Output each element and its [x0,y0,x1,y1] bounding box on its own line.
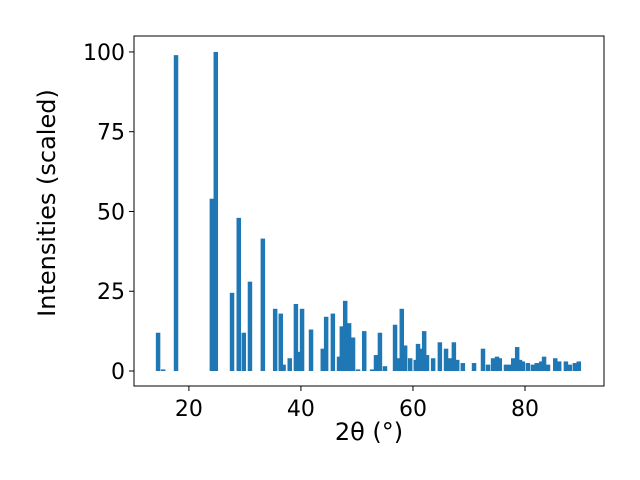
bar [418,348,424,372]
bar [490,358,496,372]
x-tick-label: 80 [511,397,539,422]
bar [485,364,491,372]
bar [229,292,235,372]
bar [415,343,421,372]
bar [392,324,398,372]
bar [530,364,536,372]
bar [517,359,523,372]
bar [272,308,278,372]
bar [545,364,551,372]
y-tick-label: 50 [97,200,125,225]
bar [451,342,457,372]
bar [541,356,547,372]
bar [399,308,405,372]
bar [260,238,266,372]
bar [576,361,582,372]
bar [295,351,301,372]
bar [373,355,379,372]
bar [236,217,241,372]
bar [430,358,436,372]
bar [346,323,352,372]
bar [447,358,453,372]
bar [155,332,161,372]
bar [350,337,356,372]
bar [511,358,516,372]
bar [539,361,544,372]
bar [402,345,408,372]
bar [480,348,486,372]
y-tick-label: 25 [97,280,125,305]
bar [503,364,509,372]
bar [520,361,526,372]
x-tick-label: 20 [175,397,203,422]
bar [369,369,375,372]
y-tick-label: 100 [83,41,125,66]
x-tick-label: 40 [287,397,315,422]
bar [507,364,513,372]
bar [247,281,253,372]
bar [377,332,383,372]
bar [421,331,427,372]
bar [160,369,166,372]
bar [514,347,520,372]
y-axis-label: Intensities (scaled) [33,89,61,317]
bar [563,361,569,372]
bar [355,369,361,372]
x-axis-label: 2θ (°) [335,418,403,446]
bar [308,329,314,372]
bar [361,331,367,372]
bar [336,356,342,372]
bar [339,326,345,372]
bar [281,364,286,372]
bar [567,364,573,372]
bar [553,358,558,372]
x-tick-label: 60 [399,397,427,422]
bar [534,363,540,372]
bar [330,313,336,372]
bar [320,348,326,372]
bar [209,198,215,372]
bar [323,316,329,372]
bar [382,366,388,372]
bar [525,363,531,372]
plot-frame [133,35,605,387]
bar [342,300,348,372]
bar [287,358,292,372]
bar [424,355,430,372]
bar [497,358,503,372]
bar [241,332,247,372]
bar [293,304,299,372]
y-tick-label: 0 [111,360,125,385]
bar [396,358,402,372]
bar [494,356,500,372]
y-tick-label: 75 [97,121,125,146]
bar [443,348,449,372]
bar [572,363,578,372]
bar [173,55,179,372]
bar [454,359,460,372]
bar [278,313,284,372]
bar [213,51,219,372]
bar [299,308,305,372]
bar [471,363,477,372]
bar [556,361,562,372]
bar [437,342,443,372]
bar [407,358,413,372]
bar [460,363,466,372]
